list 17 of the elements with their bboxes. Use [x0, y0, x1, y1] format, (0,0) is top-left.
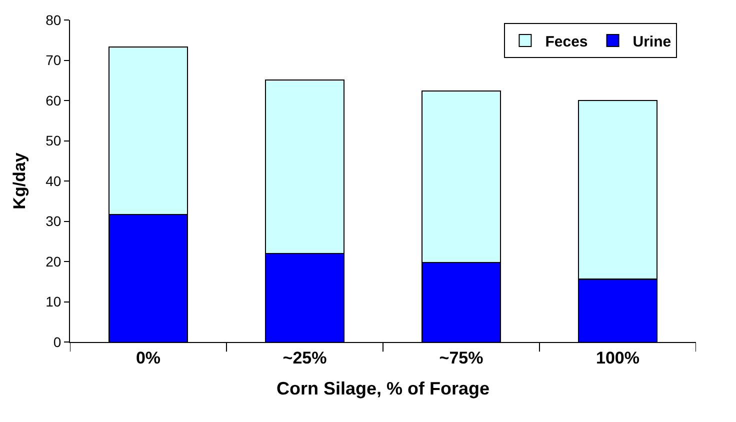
x-axis-title: Corn Silage, % of Forage [276, 378, 490, 398]
x-tick-label: 0% [136, 348, 161, 368]
y-tick-label: 70 [46, 52, 62, 68]
x-tick-label: ~75% [439, 348, 484, 368]
y-tick-label: 30 [46, 213, 62, 230]
y-axis-title: Kg/day [10, 152, 30, 210]
legend-label: Feces [545, 33, 588, 50]
y-tick-label: 50 [46, 132, 62, 149]
y-tick-label: 60 [46, 92, 62, 108]
y-tick-label: 10 [46, 294, 62, 310]
y-tick-label: 40 [46, 172, 62, 189]
y-tick-label: 0 [53, 334, 62, 350]
y-tick-label: 20 [46, 253, 62, 270]
legend-label: Urine [632, 33, 672, 50]
x-tick-label: 100% [596, 348, 640, 368]
x-tick-label: ~25% [282, 348, 327, 368]
y-tick-label: 80 [46, 12, 62, 28]
